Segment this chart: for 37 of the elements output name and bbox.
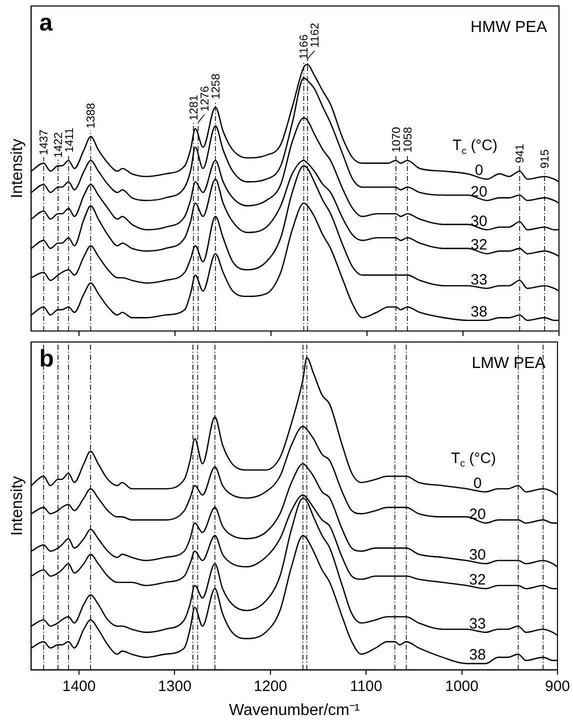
series-label: 20 bbox=[470, 183, 488, 200]
y-axis-title: Intensity bbox=[9, 138, 26, 198]
ref-line-label: 1070 bbox=[390, 126, 403, 153]
series-label: 0 bbox=[473, 474, 482, 492]
ref-line-label: 1388 bbox=[86, 102, 98, 129]
x-tick-label: 1000 bbox=[445, 678, 478, 695]
series-label: 33 bbox=[469, 615, 486, 632]
ref-line-label: 1276 bbox=[199, 86, 212, 112]
ref-line-label: 1281 bbox=[188, 94, 200, 121]
annotation: b bbox=[39, 346, 54, 373]
ref-line-label: 1166 bbox=[298, 34, 311, 60]
ref-line-label: 1058 bbox=[402, 126, 414, 153]
x-tick-label: 1300 bbox=[158, 678, 192, 695]
ref-line-label: 1162 bbox=[310, 22, 322, 48]
annotation: LMW PEA bbox=[472, 355, 546, 372]
ref-line-label: 915 bbox=[540, 149, 552, 168]
x-tick-label: 900 bbox=[544, 678, 570, 695]
x-tick-label: 1400 bbox=[62, 678, 96, 695]
ref-line-label: 1422 bbox=[53, 132, 66, 158]
ref-line-label: 1411 bbox=[64, 128, 76, 153]
text: HMW PEA bbox=[470, 19, 548, 36]
x-axis-title: Wavenumber/cm⁻¹ bbox=[229, 702, 360, 719]
series-label: 30 bbox=[469, 546, 486, 564]
text: a bbox=[39, 10, 54, 37]
series-label: 38 bbox=[470, 303, 488, 320]
series-label: 0 bbox=[474, 162, 484, 180]
ref-line-label: 1437 bbox=[38, 130, 51, 156]
series-label: 32 bbox=[470, 236, 488, 254]
x-tick-label: 1200 bbox=[254, 678, 288, 695]
series-label: 30 bbox=[470, 212, 488, 230]
y-axis-title: Intensity bbox=[9, 476, 26, 536]
ref-line-label: 1258 bbox=[210, 74, 222, 100]
ref-line-label: 941 bbox=[514, 144, 527, 164]
series-label: 32 bbox=[469, 572, 486, 589]
series-label: 38 bbox=[469, 646, 486, 664]
x-tick-label: 1100 bbox=[350, 678, 382, 695]
series-label: 33 bbox=[470, 271, 488, 288]
